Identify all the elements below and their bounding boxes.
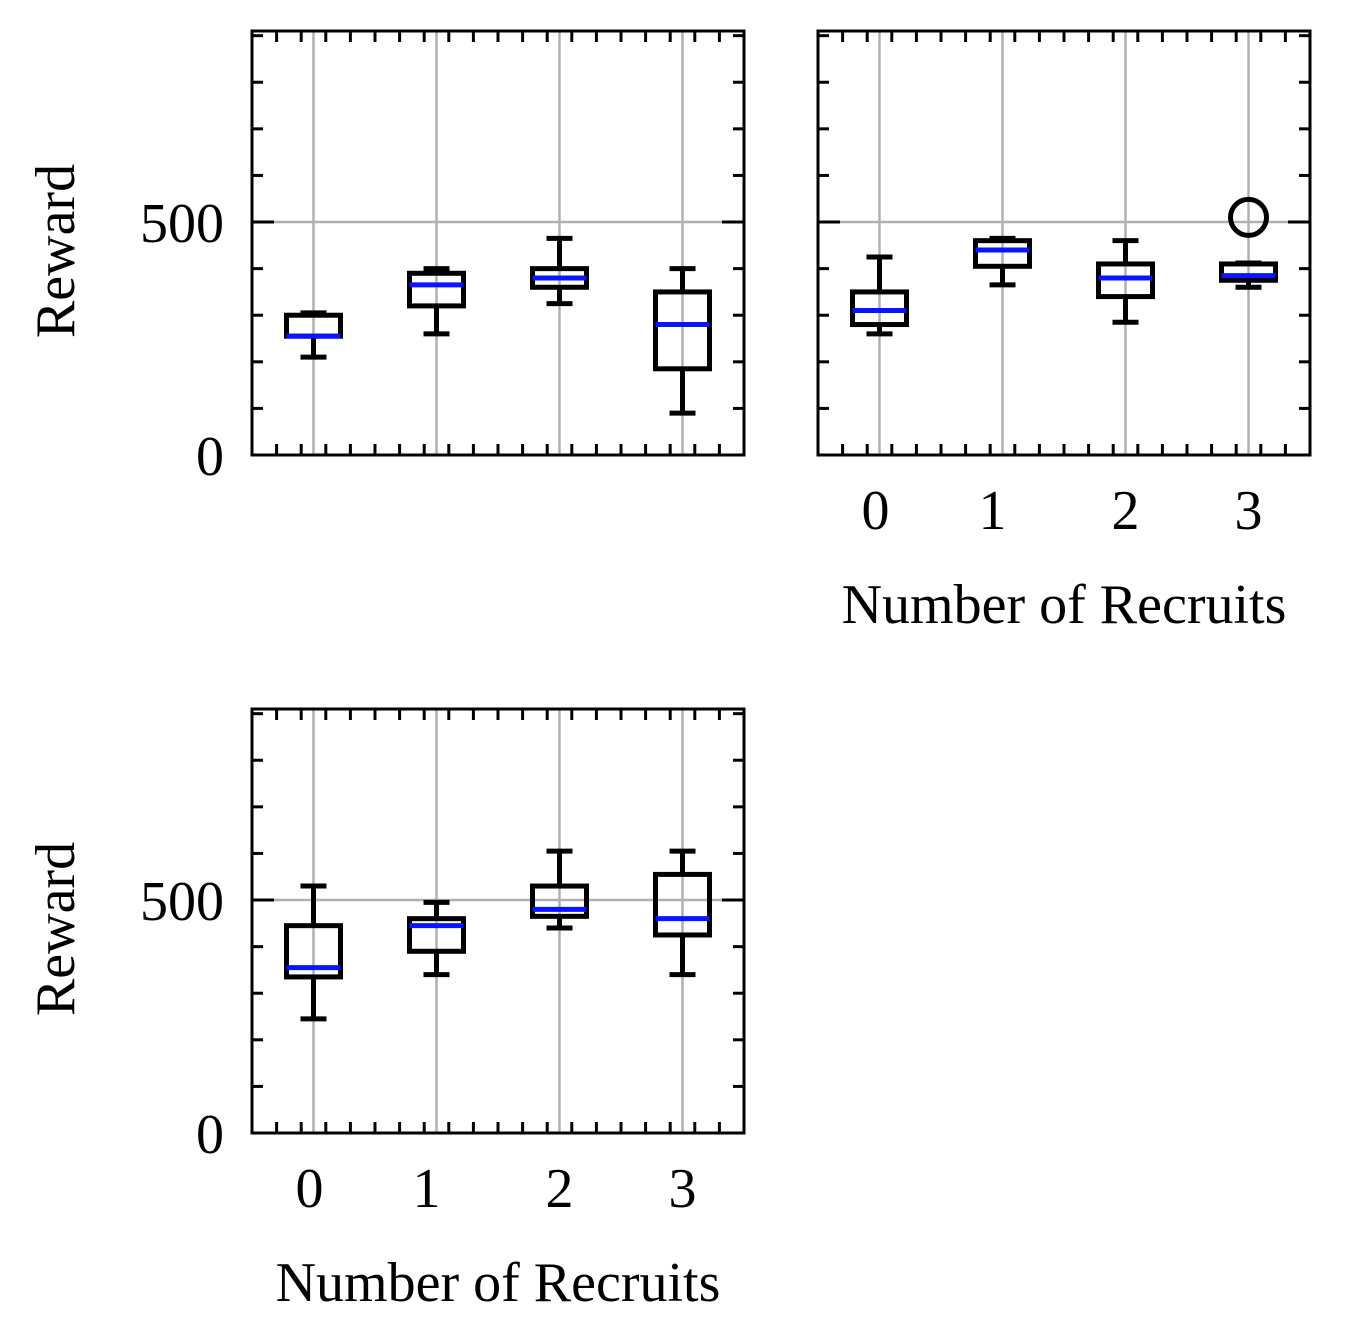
x-tick-label: 0 (296, 1158, 324, 1220)
box-iqr (1219, 261, 1278, 283)
y-axis-label: Reward (25, 164, 87, 338)
panel-top-right: 0 1 2 3 Number of Recruits (816, 29, 1312, 636)
box-iqr (530, 883, 589, 919)
outlier-point (1228, 196, 1269, 238)
x-tick-label: 0 (862, 480, 890, 542)
x-tick-label: 1 (979, 480, 1007, 542)
x-tick-label: 3 (1235, 480, 1263, 542)
x-axis-label: Number of Recruits (276, 1252, 721, 1314)
y-tick-label: 500 (140, 871, 224, 933)
y-tick-label: 0 (196, 426, 224, 488)
box-iqr (407, 270, 466, 309)
x-tick-label: 1 (413, 1158, 441, 1220)
box-iqr (407, 916, 466, 954)
x-tick-label: 2 (546, 1158, 574, 1220)
x-tick-label: 3 (669, 1158, 697, 1220)
box-iqr (653, 289, 712, 372)
box-iqr (284, 923, 343, 980)
box-iqr (653, 871, 712, 938)
box-iqr (973, 238, 1032, 269)
y-axis-label: Reward (25, 842, 87, 1016)
y-tick-label: 500 (140, 193, 224, 255)
x-tick-label: 2 (1112, 480, 1140, 542)
x-axis-label: Number of Recruits (842, 574, 1287, 636)
y-tick-label: 0 (196, 1104, 224, 1166)
panel-top-left: 0 500 Reward (25, 29, 746, 488)
panel-bottom-left: 0 500 0 1 2 3 Number of Recruits Reward (25, 707, 746, 1314)
